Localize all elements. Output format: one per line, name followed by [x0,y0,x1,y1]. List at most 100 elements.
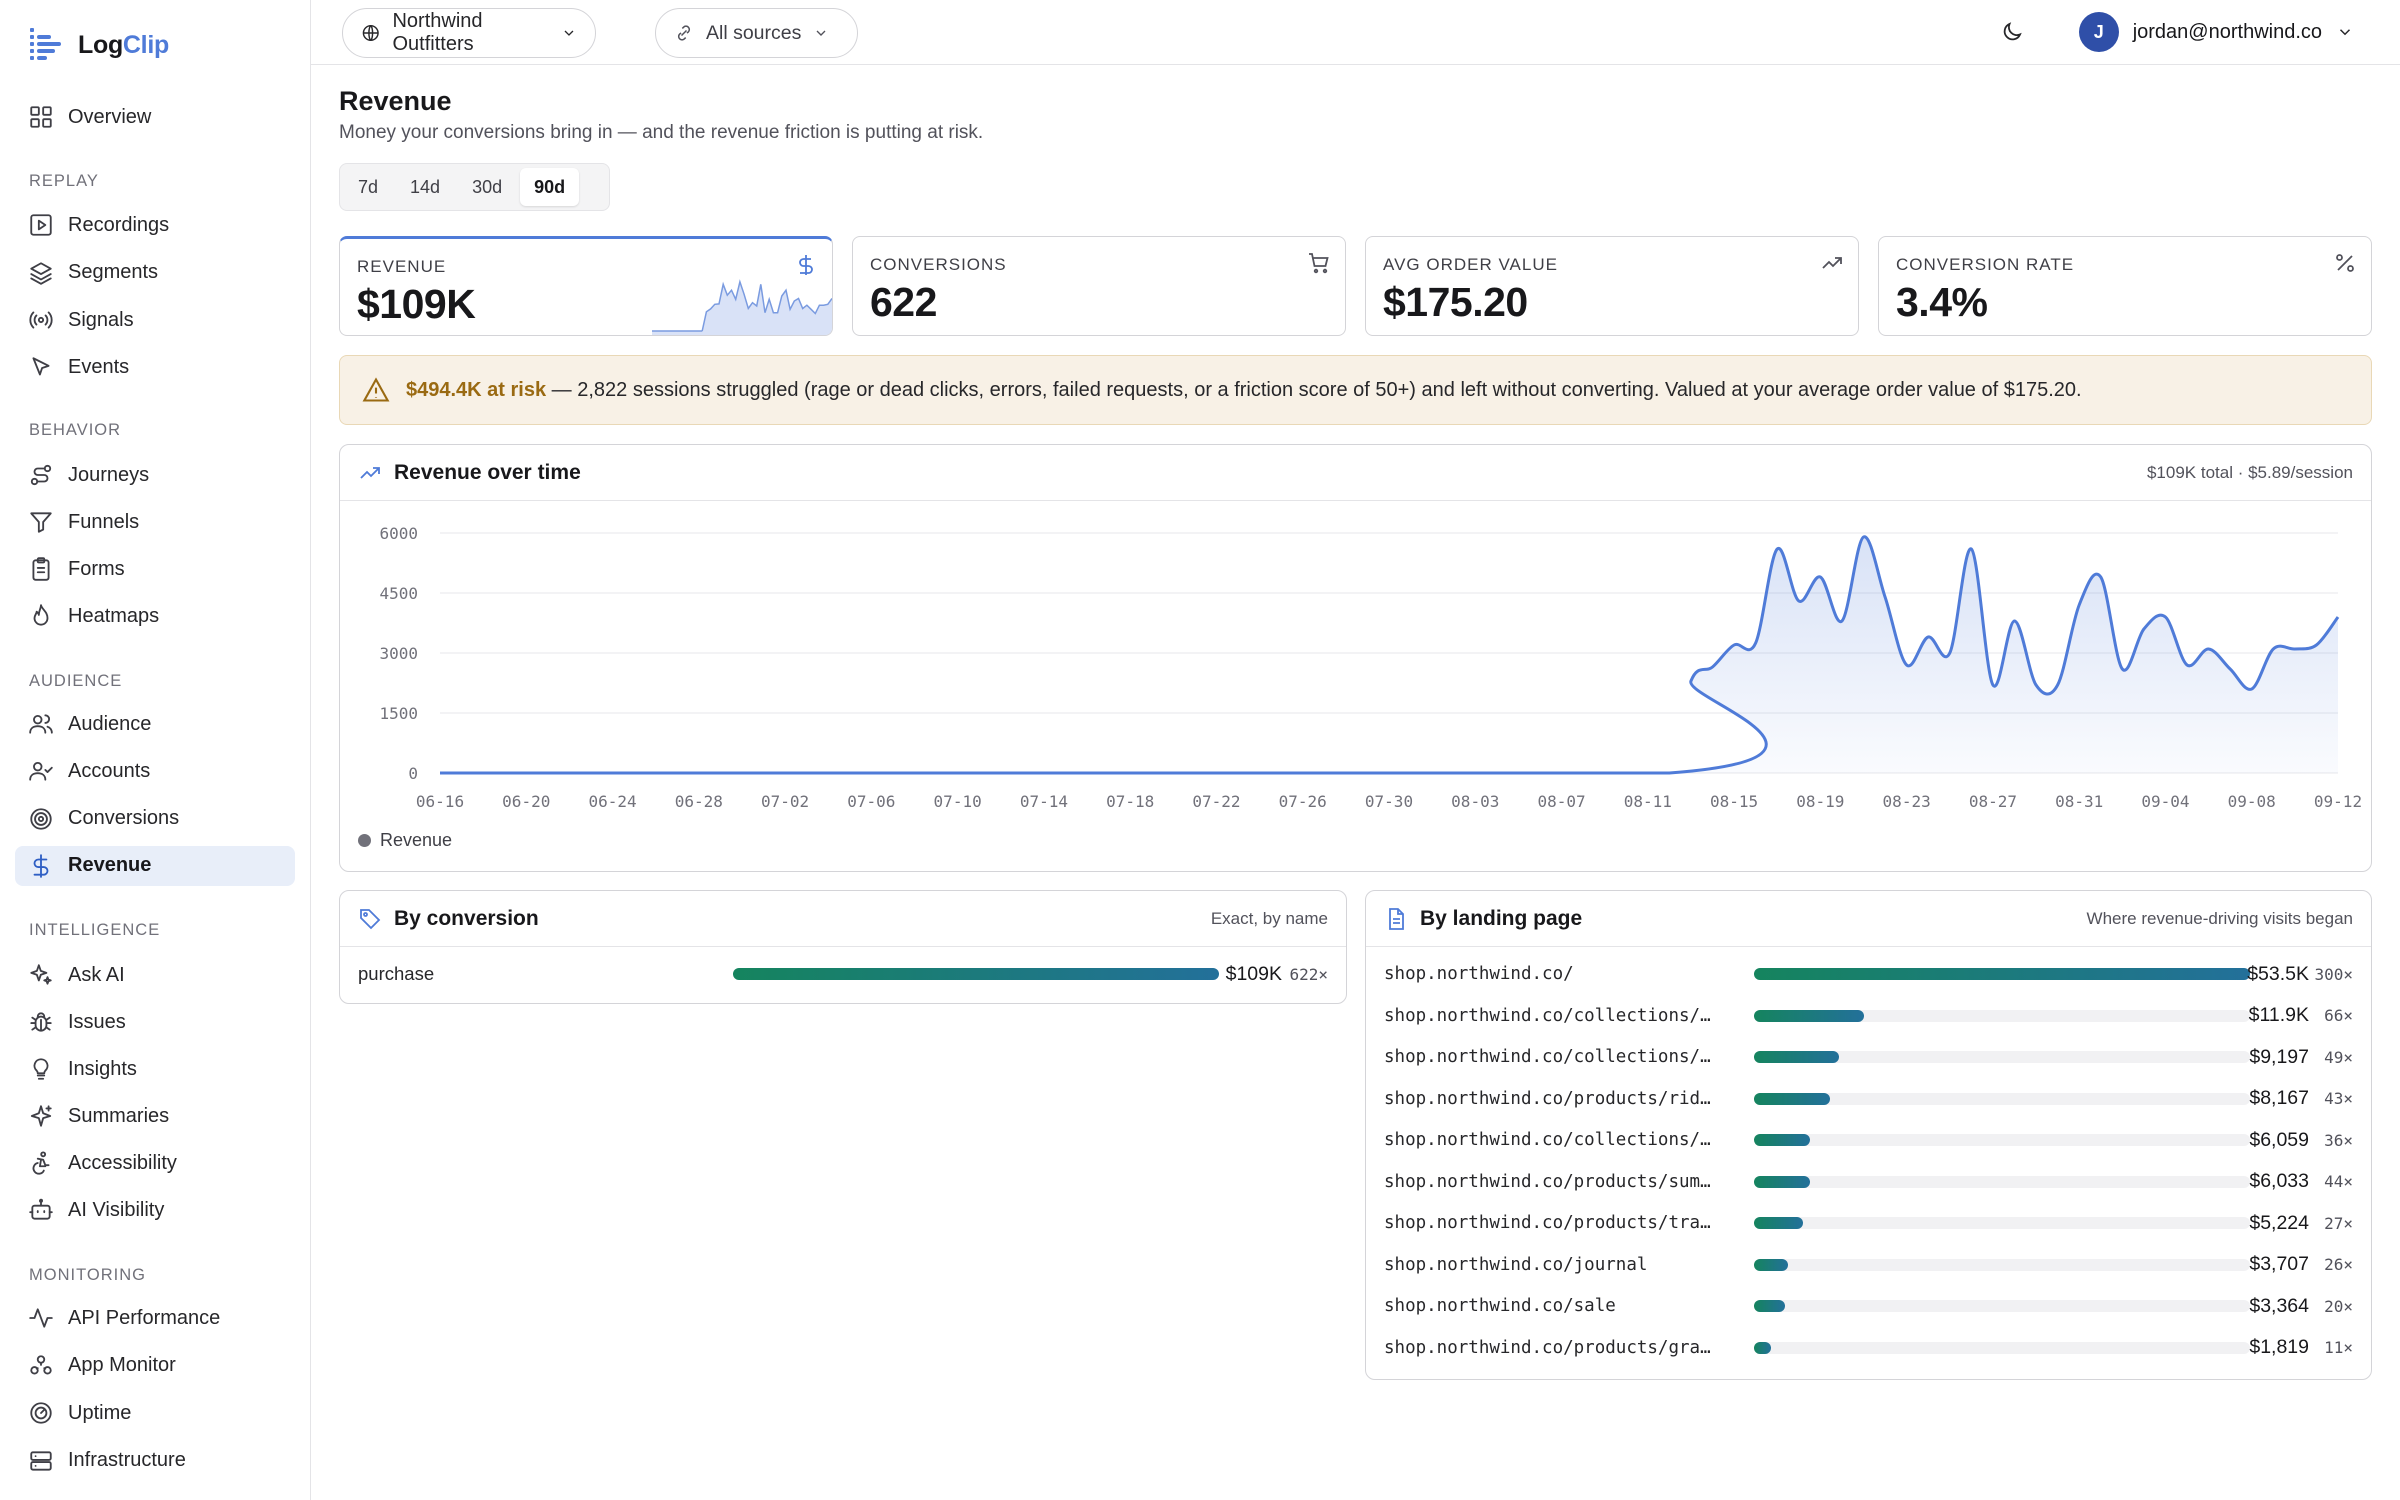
pointer-icon [32,356,50,375]
landing-page-row[interactable]: shop.northwind.co/collections/… $9,197 49× [1384,1042,2353,1072]
kpi-conversions: CONVERSIONS 622 [852,236,1346,336]
row-label: shop.northwind.co/journal [1384,1254,1648,1275]
landing-page-row[interactable]: shop.northwind.co/journal $3,707 26× [1384,1250,2353,1280]
revenue-chart: 0 1500 3000 4500 6000 06-16 06-20 06-24 06-28 07-… [379,524,2362,811]
landing-page-row[interactable]: shop.northwind.co/products/tra… $5,224 27× [1384,1208,2353,1238]
bar-track [1754,1300,2250,1312]
sidebar-item-api-performance[interactable]: API Performance [15,1298,295,1338]
sidebar-item-label: Forms [68,557,125,580]
moon-icon[interactable] [2000,20,2024,44]
row-label: shop.northwind.co/products/gra… [1384,1337,1711,1358]
x-tick-label: 07-10 [934,792,982,811]
user-menu[interactable]: J jordan@northwind.co [2078,12,2354,52]
logo[interactable]: LogClip [28,26,169,64]
sidebar-item-label: Heatmaps [68,604,160,627]
sidebar-item-ai-visibility[interactable]: AI Visibility [15,1190,295,1230]
landing-page-row[interactable]: shop.northwind.co/products/rid… $8,167 43× [1384,1084,2353,1114]
row-count: 20× [2324,1296,2353,1316]
cart-icon [1309,253,1329,274]
row-value: $3,707 [2249,1253,2309,1275]
date-range-toggle: 7d 14d 30d 90d [339,163,610,211]
sidebar-item-revenue[interactable]: Revenue [15,845,295,886]
x-tick-label: 09-08 [2228,792,2276,811]
sidebar-item-overview[interactable]: Overview [15,97,295,137]
sidebar-item-audience[interactable]: Audience [15,704,295,744]
landing-page-row[interactable]: shop.northwind.co/ $53.5K 300× [1384,959,2353,989]
kpi-value: $109K [357,281,476,327]
x-tick-label: 06-16 [416,792,464,811]
landing-page-row[interactable]: shop.northwind.co/sale $3,364 20× [1384,1291,2353,1321]
bar-track [1754,1051,2250,1063]
dollar-icon [33,854,49,878]
app-name: LogClip [78,30,169,59]
range-14d[interactable]: 14d [410,176,441,197]
landing-page-row[interactable]: shop.northwind.co/products/sum… $6,033 44× [1384,1167,2353,1197]
kpi-conversion-rate: CONVERSION RATE 3.4% [1878,236,2372,336]
row-count: 300× [2314,964,2353,984]
row-value: $9,197 [2249,1045,2309,1068]
row-count: 36× [2324,1130,2353,1150]
tag-icon [360,908,381,929]
logo-icon [30,28,61,60]
user-email: jordan@northwind.co [2132,20,2322,43]
sidebar-item-segments[interactable]: Segments [15,253,295,293]
sidebar-item-insights[interactable]: Insights [15,1049,295,1089]
sources-select[interactable]: All sources [655,8,858,58]
sidebar-item-accessibility[interactable]: Accessibility [15,1143,295,1183]
row-label: shop.northwind.co/collections/… [1384,1047,1711,1067]
range-30d[interactable]: 30d [472,176,503,197]
page-subtitle: Money your conversions bring in — and th… [339,122,984,143]
sidebar-item-infrastructure[interactable]: Infrastructure [15,1441,295,1481]
sidebar-item-uptime[interactable]: Uptime [15,1393,295,1433]
legend-swatch [358,834,371,847]
bar-track [1754,1258,2250,1271]
sidebar-item-issues[interactable]: Issues [15,1002,295,1042]
x-tick-label: 07-26 [1279,792,1327,811]
sidebar-item-app-monitor[interactable]: App Monitor [15,1346,295,1386]
sidebar-item-journeys[interactable]: Journeys [15,455,295,495]
bar-fill [1754,1175,1811,1188]
sidebar-item-ask-ai[interactable]: Ask AI [15,955,295,995]
row-label: shop.northwind.co/collections/… [1384,1005,1711,1026]
row-label: shop.northwind.co/products/sum… [1384,1171,1711,1192]
sidebar-item-recordings[interactable]: Recordings [15,205,295,245]
sidebar-item-forms[interactable]: Forms [15,549,295,589]
range-90d[interactable]: 90d [520,168,580,206]
kpi-label: REVENUE [357,257,447,276]
lightbulb-icon [33,1058,49,1080]
accessibility-icon [32,1151,50,1175]
sidebar-item-funnels[interactable]: Funnels [15,502,295,542]
landing-page-row[interactable]: shop.northwind.co/collections/… $6,059 36× [1384,1125,2353,1155]
workspace-select[interactable]: Northwind Outfitters [342,8,596,58]
panel-title: Revenue over time [358,461,581,485]
sidebar-item-label: Overview [68,105,152,128]
legend-label: Revenue [380,830,453,850]
row-count: 49× [2324,1047,2353,1067]
sidebar-item-label: Signals [68,308,134,331]
sparkles-icon [30,964,52,985]
server-icon [30,1450,52,1471]
landing-page-row[interactable]: shop.northwind.co/products/gra… $1,819 11× [1384,1333,2353,1363]
link-icon [677,25,691,41]
sidebar-item-heatmaps[interactable]: Heatmaps [15,596,295,636]
row-count: 622× [1289,964,1328,984]
x-tick-label: 08-11 [1624,792,1672,811]
panel-title: By conversion [358,907,539,931]
chevron-down-icon [564,30,574,36]
by-conversion-panel: By conversion Exact, by name purchase $10… [339,890,1347,1004]
sidebar-item-signals[interactable]: Signals [15,300,295,340]
sidebar-section-behavior: BEHAVIOR [29,421,122,439]
warning-icon [362,377,390,402]
sidebar-item-summaries[interactable]: Summaries [15,1096,295,1136]
sidebar-item-accounts[interactable]: Accounts [15,751,295,791]
range-7d[interactable]: 7d [358,176,379,197]
conversion-row[interactable]: purchase $109K 622× [358,959,1328,989]
y-tick-label: 3000 [379,644,418,663]
chart-legend[interactable]: Revenue [358,830,452,851]
sidebar: LogClip Overview REPLAY Recordings Segments… [0,0,311,1500]
row-count: 44× [2324,1172,2353,1191]
bar-track [1754,1092,2250,1105]
landing-page-row[interactable]: shop.northwind.co/collections/… $11.9K 66× [1384,1001,2353,1031]
sidebar-item-events[interactable]: Events [15,348,295,388]
sidebar-item-conversions[interactable]: Conversions [15,799,295,839]
